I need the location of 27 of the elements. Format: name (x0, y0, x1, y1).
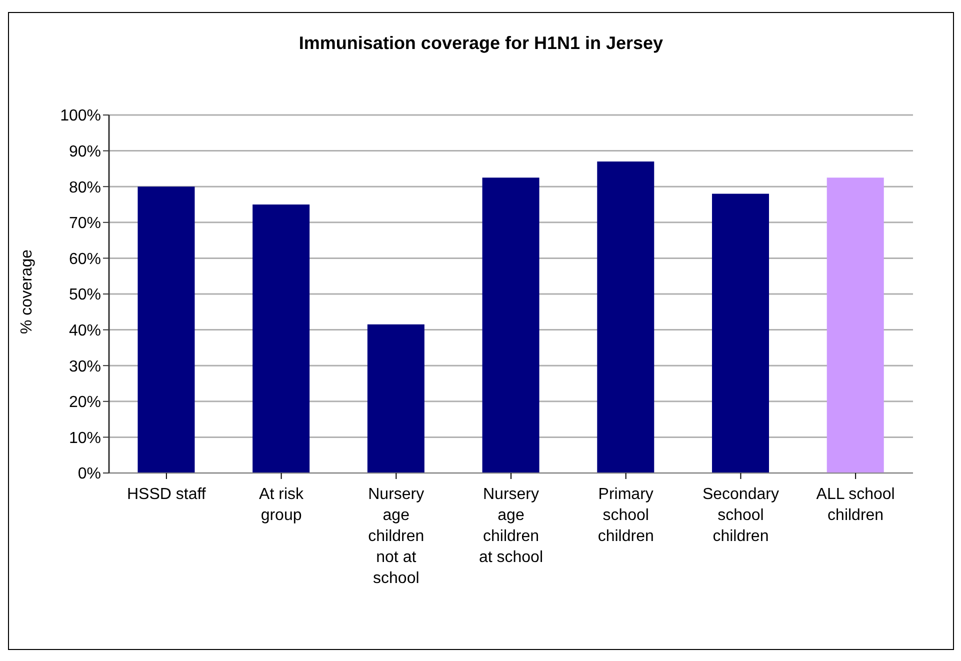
y-tick-label: 60% (68, 250, 101, 268)
x-tick-label: Nursery age children not at school (368, 486, 424, 587)
y-tick-label: 70% (68, 215, 101, 232)
bar (482, 178, 540, 473)
y-tick-label: 0% (78, 466, 101, 483)
bar (826, 178, 884, 473)
bar (367, 324, 424, 473)
x-tick-label: ALL school children (816, 486, 895, 524)
y-axis-title: % coverage (18, 249, 36, 334)
chart-title: Immunisation coverage for H1N1 in Jersey (298, 33, 664, 54)
bar (252, 204, 310, 473)
x-tick-label: Primary school children (598, 486, 654, 545)
x-tick-label: At risk group (259, 486, 305, 524)
x-tick-label: Secondary school children (702, 486, 779, 545)
bar (138, 186, 195, 473)
y-tick-label: 50% (68, 286, 101, 304)
y-tick-label: 30% (68, 358, 101, 376)
y-tick-label: 100% (60, 108, 101, 125)
y-tick-label: 90% (68, 143, 101, 160)
y-tick-label: 40% (68, 322, 101, 340)
y-tick-label: 80% (68, 179, 101, 196)
x-tick-label: Nursery age children at school (478, 486, 544, 566)
y-tick-label: 20% (68, 394, 101, 412)
y-tick-label: 10% (68, 430, 101, 447)
bar (712, 194, 769, 473)
bar (597, 162, 654, 473)
x-tick-label: HSSD staff (127, 486, 206, 503)
